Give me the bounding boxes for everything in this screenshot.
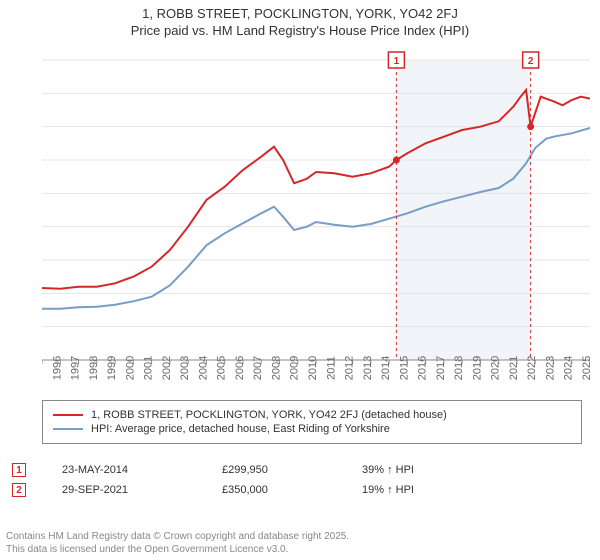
data-row-hpi: 19% ↑ HPI — [362, 484, 482, 496]
legend-row: HPI: Average price, detached house, East… — [53, 423, 571, 435]
x-tick-label: 2018 — [453, 356, 465, 380]
x-tick-label: 2010 — [307, 356, 319, 380]
x-tick-label: 2009 — [289, 356, 301, 380]
legend-label: HPI: Average price, detached house, East… — [91, 423, 390, 435]
footer-line-1: Contains HM Land Registry data © Crown c… — [6, 531, 349, 544]
data-row-marker: 2 — [12, 483, 26, 497]
data-row-price: £299,950 — [222, 464, 362, 476]
x-tick-label: 2017 — [435, 356, 447, 380]
x-tick-label: 2021 — [508, 356, 520, 380]
legend-row: 1, ROBB STREET, POCKLINGTON, YORK, YO42 … — [53, 409, 571, 421]
x-tick-label: 1999 — [106, 356, 118, 380]
data-row-date: 23-MAY-2014 — [62, 464, 222, 476]
x-tick-label: 2012 — [344, 356, 356, 380]
footer-line-2: This data is licensed under the Open Gov… — [6, 544, 349, 557]
legend-box: 1, ROBB STREET, POCKLINGTON, YORK, YO42 … — [42, 400, 582, 444]
x-tick-label: 2004 — [197, 356, 209, 380]
x-tick-label: 2001 — [143, 356, 155, 380]
x-tick-label: 2014 — [380, 356, 392, 380]
x-tick-label: 2003 — [179, 356, 191, 380]
marker-dot-1 — [393, 157, 400, 164]
legend-swatch — [53, 428, 83, 430]
chart-svg: £0£50K£100K£150K£200K£250K£300K£350K£400… — [42, 50, 590, 390]
data-row-marker: 1 — [12, 463, 26, 477]
marker-label-2: 2 — [528, 56, 534, 67]
x-tick-label: 1995 — [42, 356, 45, 380]
x-tick-label: 2013 — [362, 356, 374, 380]
x-tick-label: 2007 — [252, 356, 264, 380]
x-tick-label: 2023 — [544, 356, 556, 380]
x-tick-label: 2006 — [234, 356, 246, 380]
x-tick-label: 2019 — [471, 356, 483, 380]
x-tick-label: 2020 — [490, 356, 502, 380]
data-row: 2 29-SEP-2021£350,00019% ↑ HPI — [6, 480, 594, 500]
x-tick-label: 1996 — [51, 356, 63, 380]
x-tick-label: 2005 — [216, 356, 228, 380]
legend-swatch — [53, 414, 83, 416]
x-tick-label: 2015 — [398, 356, 410, 380]
legend-label: 1, ROBB STREET, POCKLINGTON, YORK, YO42 … — [91, 409, 447, 421]
marker-dot-2 — [527, 123, 534, 130]
x-tick-label: 2024 — [563, 356, 575, 380]
x-tick-label: 1997 — [70, 356, 82, 380]
data-row-price: £350,000 — [222, 484, 362, 496]
marker-label-1: 1 — [394, 56, 400, 67]
footer: Contains HM Land Registry data © Crown c… — [6, 531, 349, 556]
data-table: 1 23-MAY-2014£299,95039% ↑ HPI 2 29-SEP-202… — [6, 460, 594, 500]
data-row-hpi: 39% ↑ HPI — [362, 464, 482, 476]
title-block: 1, ROBB STREET, POCKLINGTON, YORK, YO42 … — [0, 0, 600, 42]
data-row: 1 23-MAY-2014£299,95039% ↑ HPI — [6, 460, 594, 480]
x-tick-label: 2008 — [270, 356, 282, 380]
x-tick-label: 2000 — [124, 356, 136, 380]
chart-container: 1, ROBB STREET, POCKLINGTON, YORK, YO42 … — [0, 0, 600, 560]
x-tick-label: 2025 — [581, 356, 590, 380]
x-tick-label: 2016 — [417, 356, 429, 380]
x-tick-label: 2022 — [526, 356, 538, 380]
title-line-1: 1, ROBB STREET, POCKLINGTON, YORK, YO42 … — [10, 6, 590, 23]
chart-area: £0£50K£100K£150K£200K£250K£300K£350K£400… — [42, 50, 590, 390]
x-tick-label: 1998 — [88, 356, 100, 380]
data-row-date: 29-SEP-2021 — [62, 484, 222, 496]
title-line-2: Price paid vs. HM Land Registry's House … — [10, 23, 590, 40]
x-tick-label: 2002 — [161, 356, 173, 380]
